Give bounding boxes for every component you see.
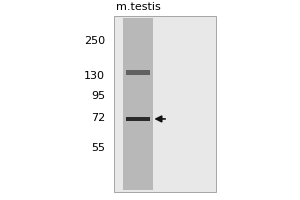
Text: 130: 130: [84, 71, 105, 81]
Text: 55: 55: [91, 143, 105, 153]
Bar: [126, 117, 150, 121]
Text: 72: 72: [91, 113, 105, 123]
Text: 250: 250: [84, 36, 105, 46]
Bar: [123, 18, 153, 190]
Text: m.testis: m.testis: [116, 2, 160, 12]
Text: 95: 95: [91, 91, 105, 101]
Bar: [126, 70, 150, 75]
Bar: [114, 16, 216, 192]
